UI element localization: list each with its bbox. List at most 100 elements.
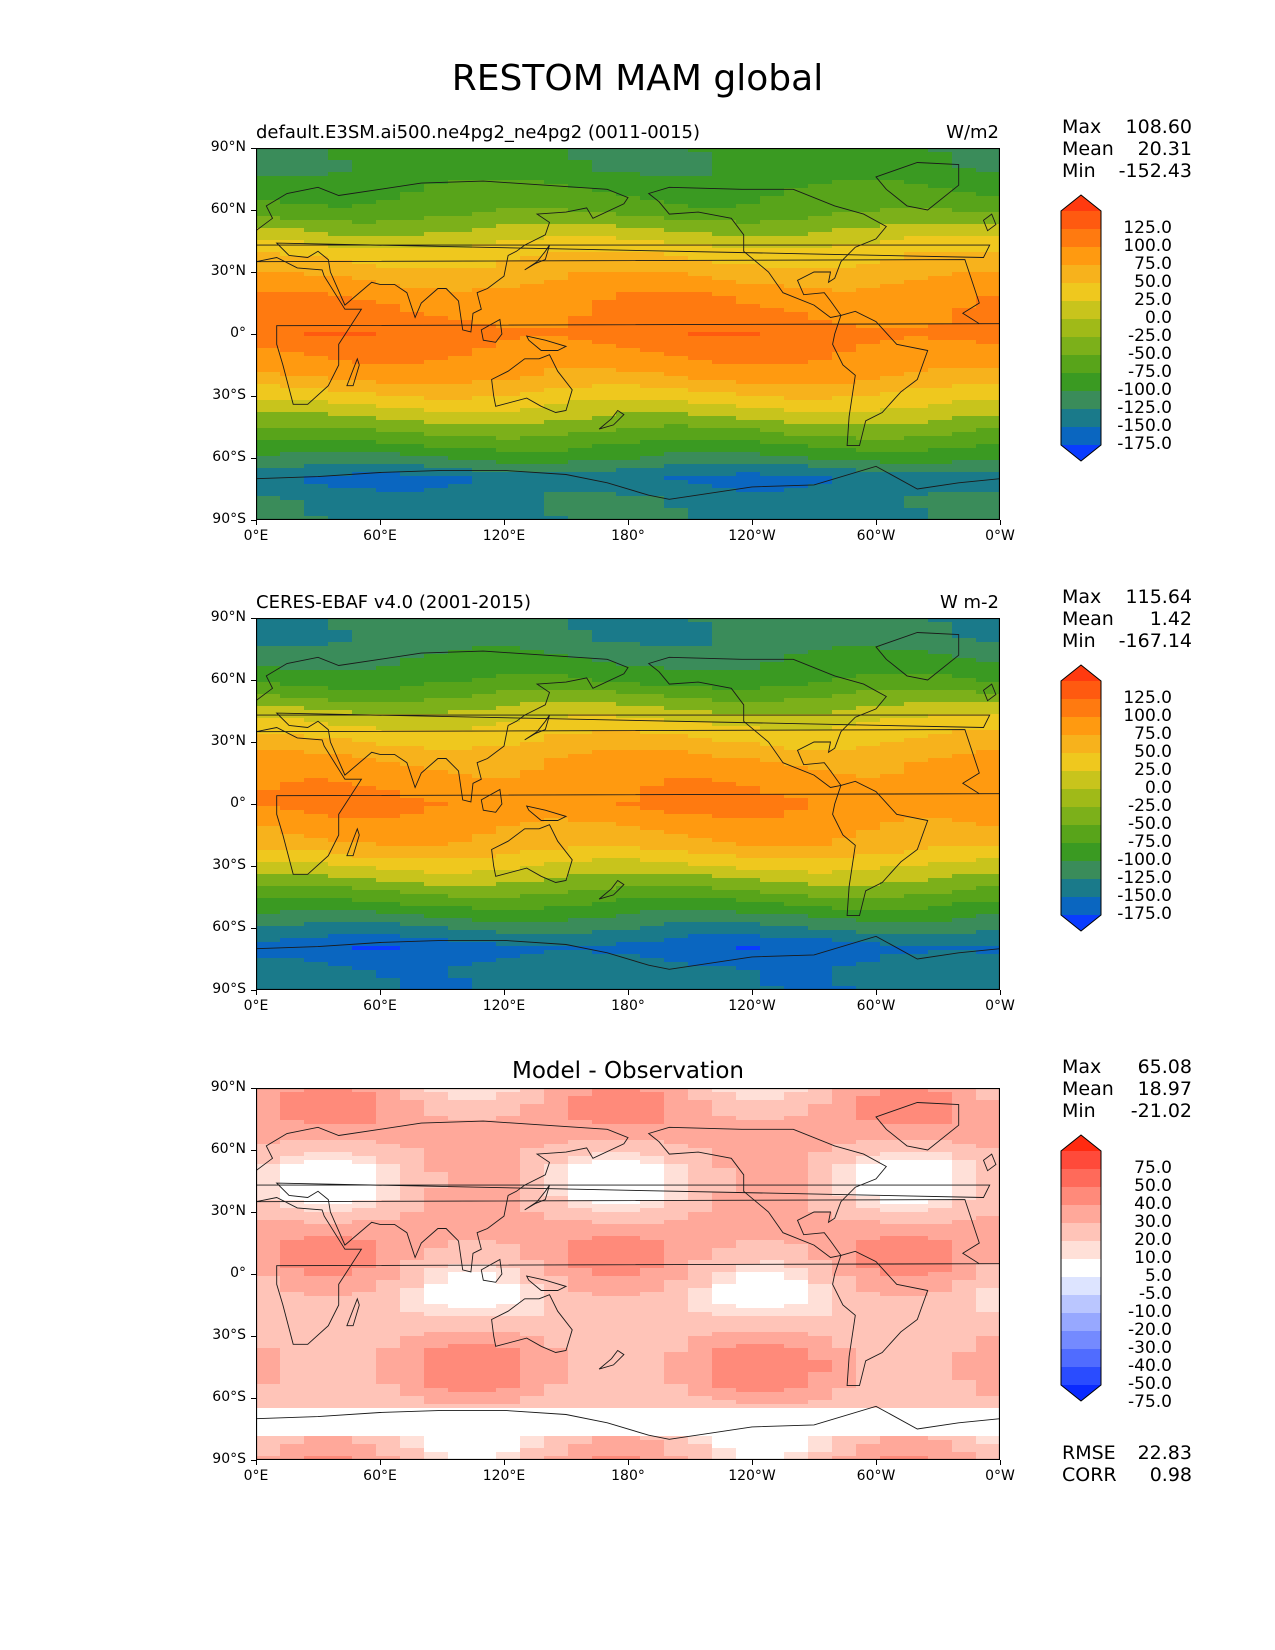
field-cell [472, 774, 497, 779]
field-cell [520, 750, 545, 755]
field-cell [400, 232, 425, 237]
field-cell [784, 164, 809, 169]
field-cell [976, 308, 1000, 313]
field-cell [280, 440, 305, 445]
field-cell [832, 420, 857, 425]
field-cell [496, 722, 521, 727]
field-cell [664, 364, 689, 369]
field-cell [568, 862, 593, 867]
field-cell [520, 448, 545, 453]
field-cell [448, 630, 473, 635]
field-cell [256, 216, 281, 221]
field-cell [760, 802, 785, 807]
field-cell [760, 416, 785, 421]
field-cell [832, 228, 857, 233]
field-cell [760, 312, 785, 317]
field-cell [448, 722, 473, 727]
field-cell [568, 360, 593, 365]
field-cell [496, 156, 521, 161]
field-cell [304, 328, 329, 333]
field-cell [808, 862, 833, 867]
field-cell [832, 826, 857, 831]
field-cell [256, 460, 281, 465]
field-cell [712, 710, 737, 715]
field-cell [496, 228, 521, 233]
field-cell [448, 686, 473, 691]
field-cell [664, 304, 689, 309]
field-cell [304, 786, 329, 791]
field-cell [736, 384, 761, 389]
field-cell [616, 300, 641, 305]
field-cell [808, 148, 833, 153]
field-cell [424, 156, 449, 161]
field-cell [664, 754, 689, 759]
field-cell [784, 802, 809, 807]
field-cell [424, 212, 449, 217]
field-cell [784, 508, 809, 513]
field-cell [304, 148, 329, 153]
field-cell [856, 200, 881, 205]
field-cell [304, 220, 329, 225]
field-cell [448, 622, 473, 627]
field-cell [784, 706, 809, 711]
field-cell [280, 722, 305, 727]
field-cell [784, 746, 809, 751]
field-cell [928, 172, 953, 177]
field-cell [400, 188, 425, 193]
field-cell [856, 164, 881, 169]
field-cell [616, 212, 641, 217]
field-cell [904, 488, 929, 493]
field-cell [952, 268, 977, 273]
field-cell [784, 738, 809, 743]
field-cell [304, 702, 329, 707]
field-cell [688, 448, 713, 453]
field-cell [832, 320, 857, 325]
field-cell [544, 344, 569, 349]
field-cell [544, 858, 569, 863]
field-cell [904, 356, 929, 361]
field-cell [352, 240, 377, 245]
field-cell [880, 212, 905, 217]
field-cell [736, 248, 761, 253]
field-cell [616, 484, 641, 489]
field-cell [952, 440, 977, 445]
field-cell [472, 348, 497, 353]
field-cell [424, 264, 449, 269]
field-cell [928, 670, 953, 675]
field-cell [616, 818, 641, 823]
field-cell [832, 758, 857, 763]
field-cell [304, 642, 329, 647]
field-cell [256, 480, 281, 485]
field-cell [544, 176, 569, 181]
field-cell [664, 204, 689, 209]
field-cell [448, 348, 473, 353]
field-cell [496, 742, 521, 747]
field-cell [496, 750, 521, 755]
field-cell [256, 336, 281, 341]
field-cell [280, 436, 305, 441]
field-cell [880, 432, 905, 437]
field-cell [976, 168, 1000, 173]
field-cell [616, 340, 641, 345]
field-cell [832, 698, 857, 703]
field-cell [736, 626, 761, 631]
field-cell [736, 392, 761, 397]
field-cell [616, 456, 641, 461]
field-cell [256, 504, 281, 509]
field-cell [736, 240, 761, 245]
field-cell [280, 416, 305, 421]
field-cell [880, 272, 905, 277]
field-cell [616, 204, 641, 209]
field-cell [856, 834, 881, 839]
field-cell [568, 834, 593, 839]
field-cell [760, 364, 785, 369]
field-cell [712, 356, 737, 361]
field-cell [400, 388, 425, 393]
field-cell [424, 850, 449, 855]
field-cell [688, 682, 713, 687]
field-cell [952, 172, 977, 177]
field-cell [256, 356, 281, 361]
field-cell [664, 770, 689, 775]
field-cell [448, 352, 473, 357]
field-cell [640, 850, 665, 855]
